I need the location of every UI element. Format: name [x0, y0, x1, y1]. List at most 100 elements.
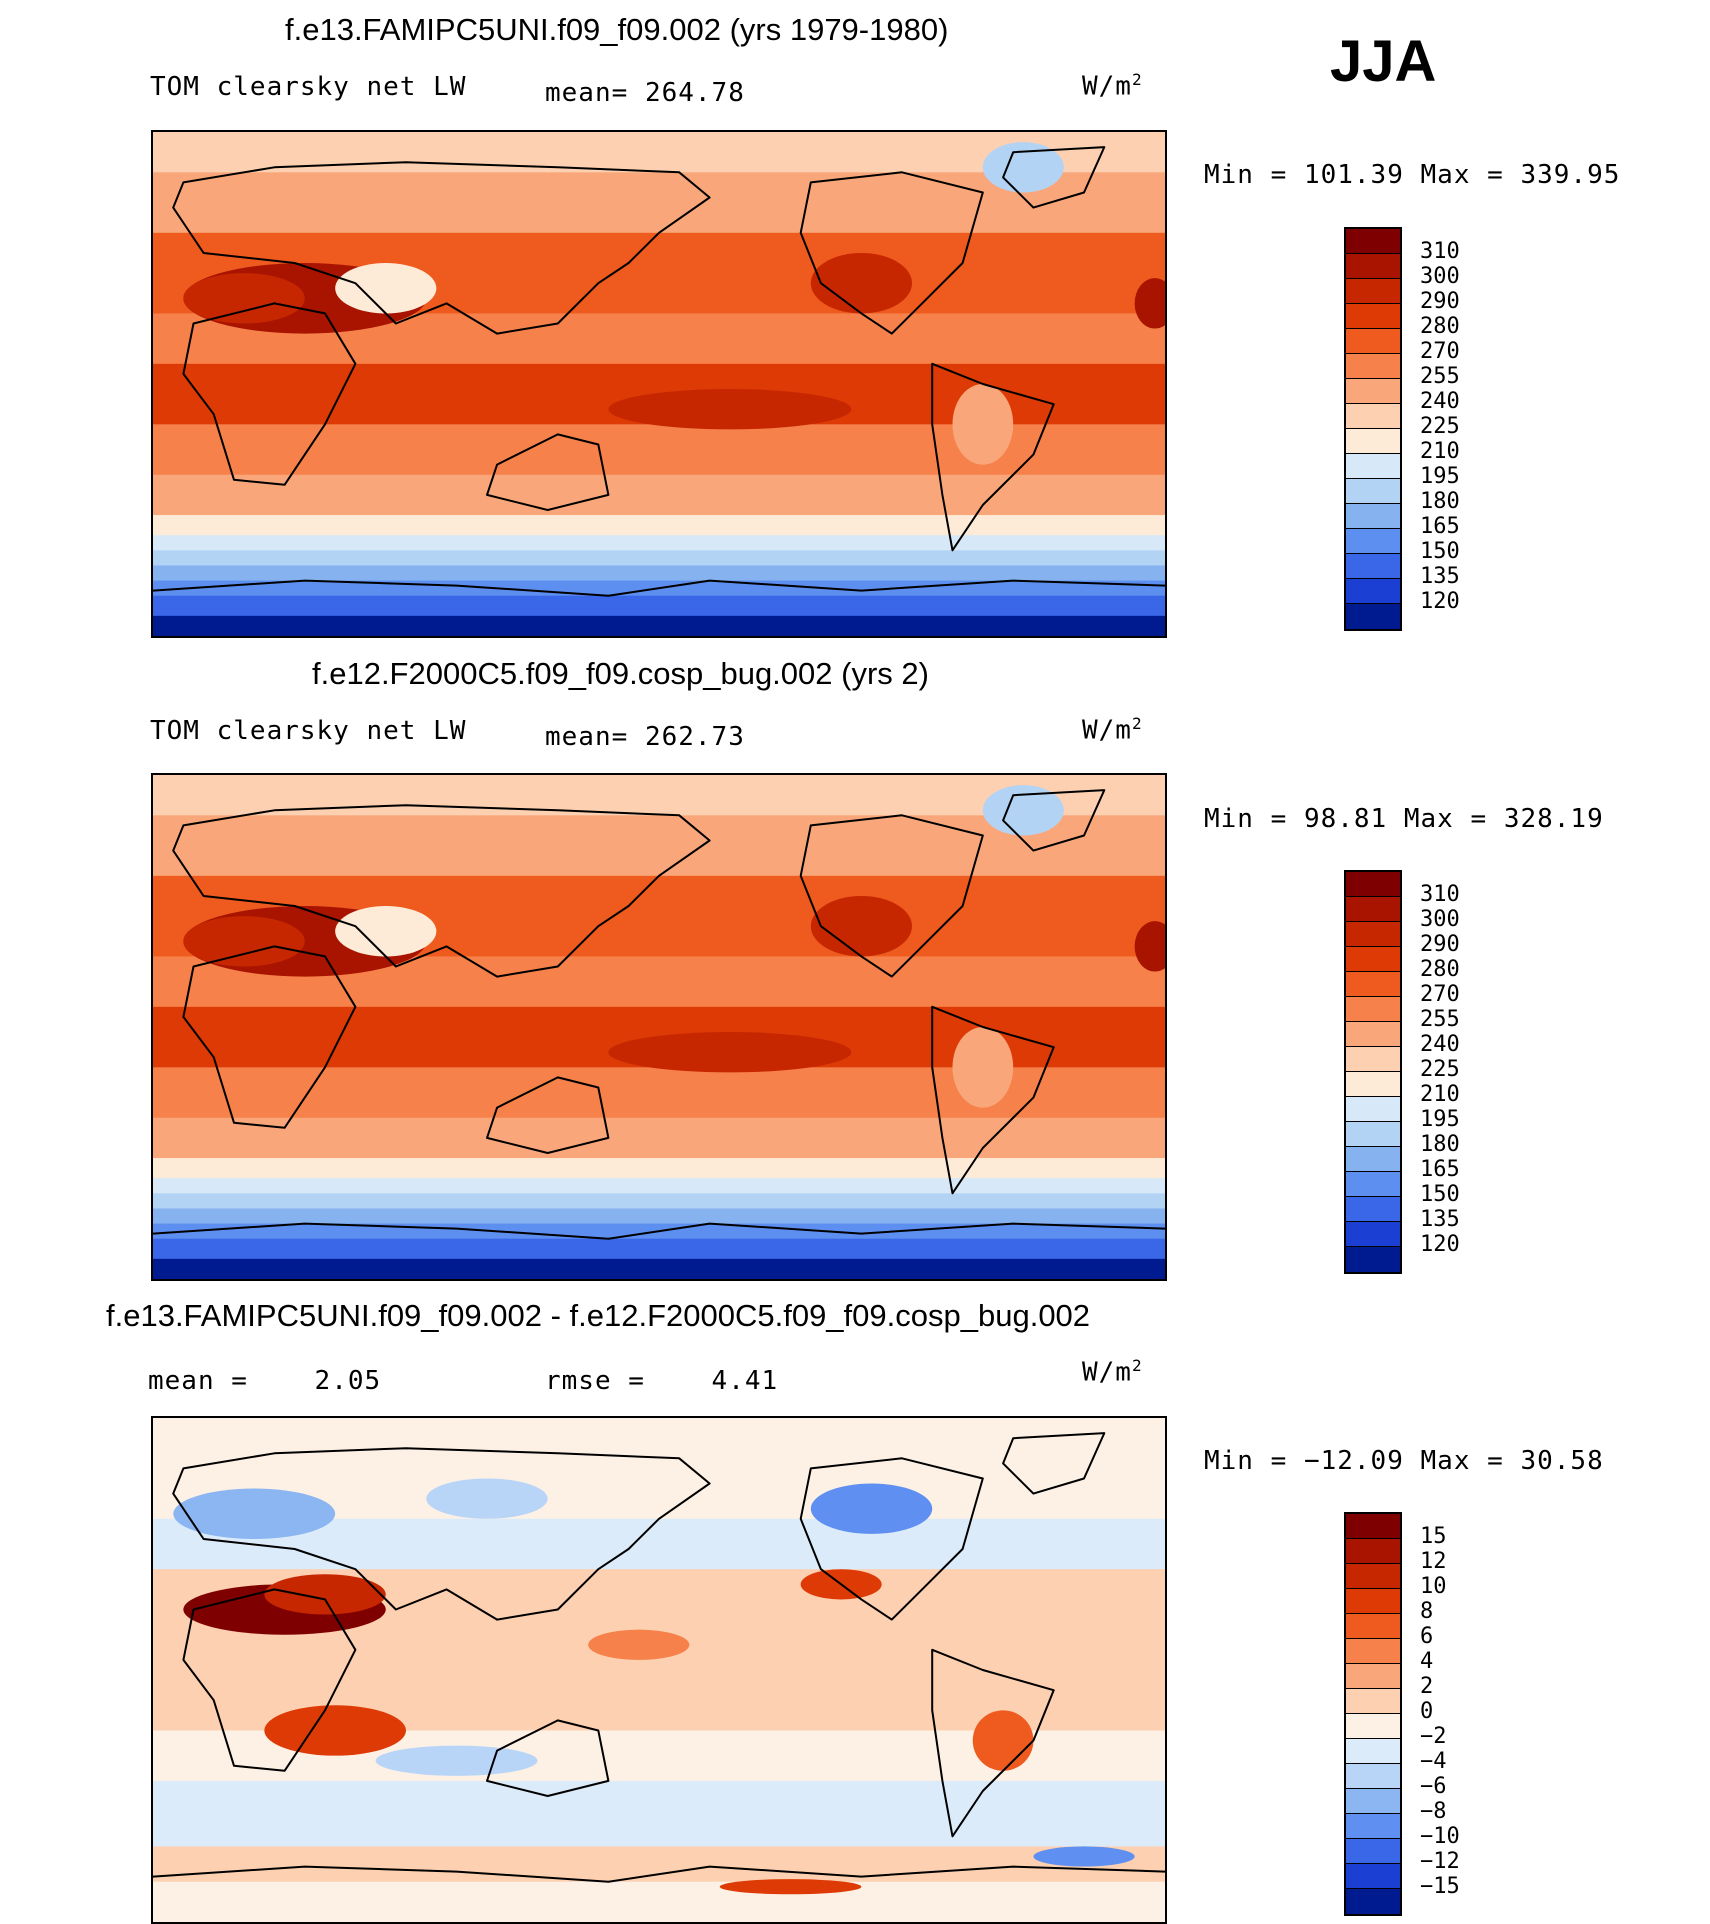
colorbar-swatch [1346, 229, 1400, 254]
field-band [153, 1178, 1165, 1195]
colorbar-swatch [1346, 1047, 1400, 1072]
panel1-minmax: Min = 101.39 Max = 339.95 [1204, 160, 1621, 190]
panel2-minmax: Min = 98.81 Max = 328.19 [1204, 804, 1604, 834]
field-band [153, 1158, 1165, 1180]
coastline [799, 814, 984, 978]
colorbar-swatch [1346, 947, 1400, 972]
field-anomaly [183, 273, 305, 324]
field-band [153, 1208, 1165, 1225]
colorbar-tick-label: 240 [1420, 389, 1460, 414]
panel3-mean: mean = 2.05 [148, 1366, 382, 1396]
field-anomaly [608, 1032, 852, 1073]
colorbar-tick-label: 240 [1420, 1032, 1460, 1057]
colorbar-tick-label: 15 [1420, 1524, 1447, 1549]
colorbar-swatch [1346, 454, 1400, 479]
panel3-minmax: Min = −12.09 Max = 30.58 [1204, 1446, 1604, 1476]
colorbar-swatch [1346, 1764, 1400, 1789]
field-anomaly [335, 906, 437, 957]
panel1-colorbar [1344, 227, 1402, 631]
colorbar-tick-label: 6 [1420, 1624, 1434, 1649]
panel2-map-svg [153, 775, 1165, 1279]
coastline [182, 1588, 357, 1772]
coastline [182, 945, 357, 1129]
colorbar-tick-label: 0 [1420, 1699, 1434, 1724]
colorbar-tick-label: 290 [1420, 289, 1460, 314]
colorbar-tick-label: 10 [1420, 1574, 1447, 1599]
field-band [153, 1881, 1165, 1922]
coastline [172, 804, 711, 978]
colorbar-swatch [1346, 579, 1400, 604]
coastline [486, 433, 610, 511]
colorbar-tick-label: 12 [1420, 1549, 1447, 1574]
colorbar-swatch [1346, 1122, 1400, 1147]
field-band [153, 595, 1165, 617]
panel3-coastlines [153, 1432, 1165, 1883]
colorbar-tick-label: −6 [1420, 1774, 1447, 1799]
panel3-units: W/m2 [1082, 1356, 1143, 1388]
colorbar-swatch [1346, 479, 1400, 504]
colorbar-tick-label: 195 [1420, 1107, 1460, 1132]
coastline [153, 1222, 1165, 1240]
colorbar-swatch [1346, 1247, 1400, 1272]
colorbar-swatch [1346, 1222, 1400, 1247]
panel2-coastlines [153, 789, 1165, 1240]
colorbar-swatch [1346, 1022, 1400, 1047]
colorbar-swatch [1346, 279, 1400, 304]
field-band [153, 515, 1165, 537]
colorbar-tick-label: 310 [1420, 882, 1460, 907]
panel2-mean: mean= 262.73 [545, 722, 745, 752]
colorbar-tick-label: 255 [1420, 364, 1460, 389]
colorbar-swatch [1346, 1664, 1400, 1689]
colorbar-tick-label: 120 [1420, 589, 1460, 614]
panel1-map [151, 130, 1167, 638]
colorbar-tick-label: −12 [1420, 1849, 1460, 1874]
panel3-map [151, 1416, 1167, 1924]
colorbar-swatch [1346, 1789, 1400, 1814]
field-anomaly [588, 1629, 690, 1660]
colorbar-swatch [1346, 354, 1400, 379]
panel2-map [151, 773, 1167, 1281]
colorbar-swatch [1346, 1172, 1400, 1197]
colorbar-swatch [1346, 404, 1400, 429]
colorbar-tick-label: 270 [1420, 982, 1460, 1007]
colorbar-swatch [1346, 997, 1400, 1022]
colorbar-swatch [1346, 529, 1400, 554]
field-anomaly [810, 1483, 933, 1534]
colorbar-tick-label: −15 [1420, 1874, 1460, 1899]
colorbar-tick-label: 225 [1420, 1057, 1460, 1082]
colorbar-swatch [1346, 1514, 1400, 1539]
colorbar-tick-label: 165 [1420, 1157, 1460, 1182]
panel2-colorbar [1344, 870, 1402, 1274]
colorbar-tick-label: 290 [1420, 932, 1460, 957]
field-band [153, 1193, 1165, 1210]
colorbar-swatch [1346, 1814, 1400, 1839]
panel3-map-svg [153, 1418, 1165, 1922]
coastline [931, 1648, 1055, 1838]
field-anomaly [375, 1745, 538, 1776]
colorbar-tick-label: 280 [1420, 314, 1460, 339]
field-anomaly [335, 263, 437, 314]
panel1-units: W/m2 [1082, 70, 1143, 102]
colorbar-tick-label: 210 [1420, 1082, 1460, 1107]
field-band [153, 1780, 1165, 1848]
coastline [799, 171, 984, 335]
panel1-coastlines [153, 146, 1165, 597]
field-anomaly [608, 389, 852, 430]
field-band [153, 474, 1165, 517]
colorbar-tick-label: 225 [1420, 414, 1460, 439]
panel2-title: f.e12.F2000C5.f09_f09.cosp_bug.002 (yrs … [312, 656, 929, 691]
colorbar-swatch [1346, 872, 1400, 897]
field-anomaly [264, 1574, 386, 1615]
colorbar-tick-label: −10 [1420, 1824, 1460, 1849]
colorbar-swatch [1346, 1714, 1400, 1739]
coastline [182, 302, 357, 486]
colorbar-tick-label: 310 [1420, 239, 1460, 264]
colorbar-tick-label: 120 [1420, 1232, 1460, 1257]
colorbar-tick-label: 270 [1420, 339, 1460, 364]
colorbar-tick-label: 4 [1420, 1649, 1434, 1674]
field-anomaly [982, 785, 1064, 836]
field-band [153, 424, 1165, 476]
coastline [931, 1005, 1055, 1195]
panel1-variable: TOM clearsky net LW [150, 72, 467, 102]
colorbar-tick-label: 135 [1420, 564, 1460, 589]
